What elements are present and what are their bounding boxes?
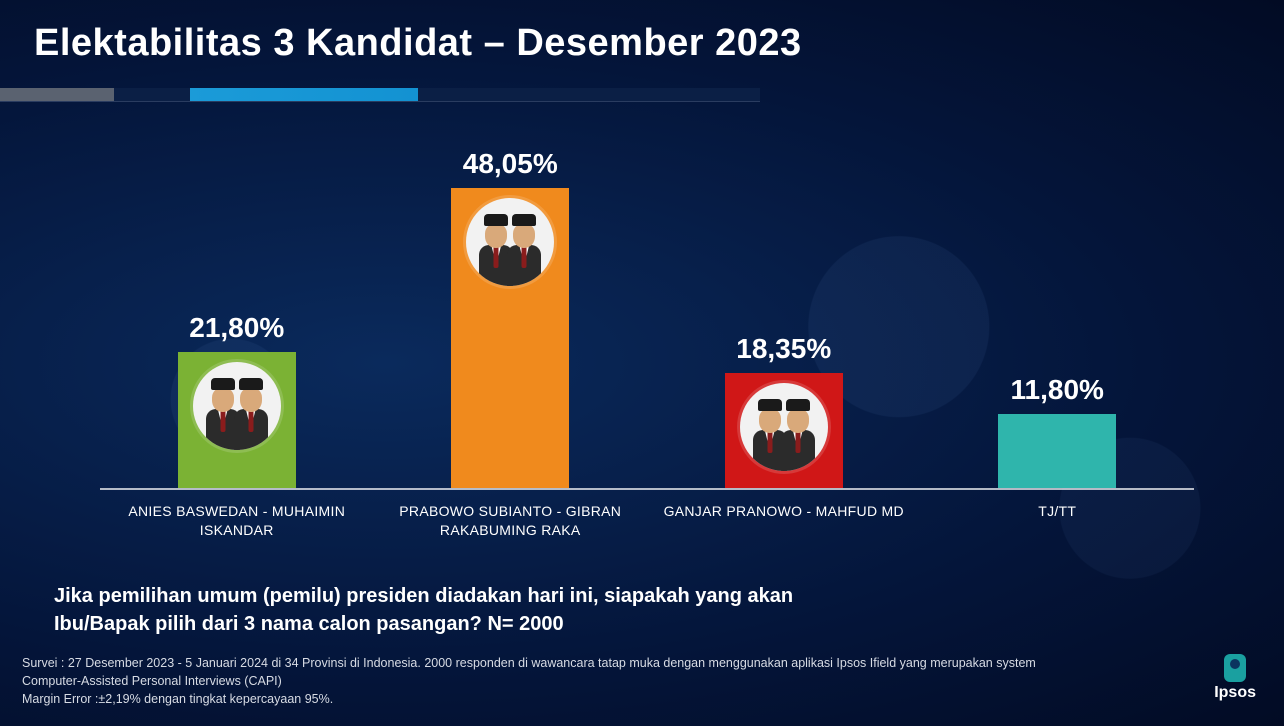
person-icon bbox=[780, 397, 816, 471]
bars-container: 21,80% 48,05% 18,35% 11,80% bbox=[100, 150, 1194, 490]
bar bbox=[178, 352, 296, 488]
person-icon bbox=[506, 212, 542, 286]
candidate-avatar bbox=[466, 198, 554, 286]
logo-mark-icon bbox=[1224, 654, 1246, 682]
bar-label: TJ/TT bbox=[926, 502, 1189, 540]
footnote-line: Margin Error :±2,19% dengan tingkat kepe… bbox=[22, 690, 1164, 708]
survey-footnote: Survei : 27 Desember 2023 - 5 Januari 20… bbox=[22, 654, 1164, 708]
candidate-avatar bbox=[193, 362, 281, 450]
bar-group: 48,05% bbox=[379, 148, 642, 488]
bar-value: 48,05% bbox=[463, 148, 558, 180]
bar-label: ANIES BASWEDAN - MUHAIMIN ISKANDAR bbox=[105, 502, 368, 540]
bar-label: PRABOWO SUBIANTO - GIBRAN RAKABUMING RAK… bbox=[379, 502, 642, 540]
bar-group: 11,80% bbox=[926, 374, 1189, 488]
bar-value: 21,80% bbox=[189, 312, 284, 344]
brand-logo: Ipsos bbox=[1214, 654, 1256, 702]
bar bbox=[998, 414, 1116, 488]
bar-value: 18,35% bbox=[736, 333, 831, 365]
bar-group: 18,35% bbox=[652, 333, 915, 488]
page-title: Elektabilitas 3 Kandidat – Desember 2023 bbox=[34, 22, 802, 65]
brand-name: Ipsos bbox=[1214, 684, 1256, 702]
labels-container: ANIES BASWEDAN - MUHAIMIN ISKANDAR PRABOW… bbox=[100, 502, 1194, 540]
bar-value: 11,80% bbox=[1011, 374, 1104, 406]
footnote-line: Computer-Assisted Personal Interviews (C… bbox=[22, 672, 1164, 690]
bar bbox=[451, 188, 569, 488]
bar-label: GANJAR PRANOWO - MAHFUD MD bbox=[652, 502, 915, 540]
person-icon bbox=[233, 376, 269, 450]
footnote-line: Survei : 27 Desember 2023 - 5 Januari 20… bbox=[22, 654, 1164, 672]
bar-group: 21,80% bbox=[105, 312, 368, 488]
survey-question: Jika pemilihan umum (pemilu) presiden di… bbox=[54, 582, 814, 638]
bar-chart: 21,80%48,05%18,35%11,80% ANIES BASWEDAN … bbox=[100, 150, 1194, 530]
bar bbox=[725, 373, 843, 488]
title-divider bbox=[0, 88, 760, 102]
candidate-avatar bbox=[740, 383, 828, 471]
